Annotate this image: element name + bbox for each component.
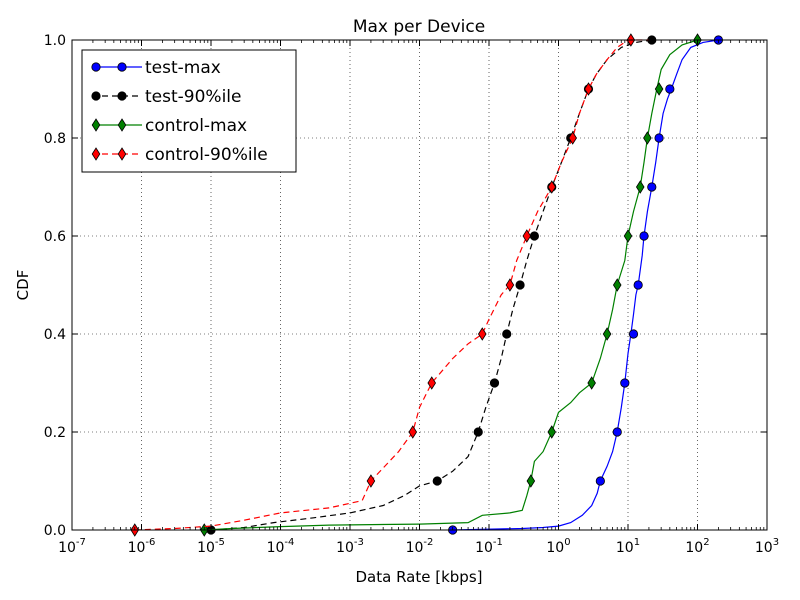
data-point-test-max bbox=[633, 280, 643, 290]
data-point-control-max bbox=[623, 229, 633, 243]
data-point-test-max bbox=[595, 476, 605, 486]
data-point-test-90-ile bbox=[529, 231, 539, 241]
series-line-control-90-ile bbox=[134, 39, 649, 531]
series-layer bbox=[130, 33, 724, 537]
legend-marker-control-max bbox=[117, 118, 127, 132]
data-point-control-90-ile bbox=[366, 474, 376, 488]
data-point-control-90-ile bbox=[584, 82, 593, 96]
legend-marker-test-90-ile bbox=[117, 91, 127, 101]
y-tick-label: 0.6 bbox=[44, 229, 66, 245]
y-axis-label: CDF bbox=[14, 270, 32, 301]
data-point-control-max bbox=[587, 376, 596, 390]
data-point-control-max bbox=[654, 82, 664, 96]
data-point-control-max bbox=[602, 327, 612, 341]
series-test-max bbox=[448, 35, 724, 535]
data-point-control-max bbox=[547, 425, 557, 439]
data-point-control-90-ile bbox=[522, 229, 532, 243]
data-point-test-90-ile bbox=[473, 427, 483, 437]
data-point-control-90-ile bbox=[505, 278, 515, 292]
data-point-control-90-ile bbox=[547, 180, 557, 194]
data-point-control-90-ile bbox=[477, 327, 487, 341]
legend-marker-test-max bbox=[117, 62, 127, 72]
data-point-control-max bbox=[526, 474, 536, 488]
y-tick-label: 1.0 bbox=[44, 33, 66, 49]
data-point-control-90-ile bbox=[427, 376, 437, 390]
data-point-test-max bbox=[665, 84, 675, 94]
data-point-test-max bbox=[639, 231, 649, 241]
x-axis-label: Data Rate [kbps] bbox=[356, 568, 483, 586]
data-point-test-max bbox=[620, 378, 630, 388]
y-tick-label: 0.2 bbox=[44, 425, 66, 441]
legend-label-test-max: test-max bbox=[145, 58, 221, 78]
data-point-test-90-ile bbox=[502, 329, 512, 339]
legend-marker-control-90-ile bbox=[117, 147, 127, 161]
data-point-test-max bbox=[647, 182, 657, 192]
series-control-max bbox=[199, 33, 702, 537]
data-point-control-max bbox=[635, 180, 645, 194]
series-control-90-ile bbox=[130, 33, 649, 537]
y-tick-label: 0.8 bbox=[44, 131, 66, 147]
data-point-control-90-ile bbox=[408, 425, 418, 439]
legend-marker-control-90-ile bbox=[91, 147, 101, 161]
legend-label-control-max: control-max bbox=[145, 116, 247, 136]
chart-title: Max per Device bbox=[353, 17, 485, 37]
data-point-test-90-ile bbox=[432, 476, 442, 486]
legend-label-test-90-ile: test-90%ile bbox=[145, 87, 241, 107]
legend: test-max test-90%ile control-max control-90… bbox=[81, 49, 297, 173]
data-point-control-max bbox=[612, 278, 622, 292]
series-line-control-max bbox=[204, 39, 698, 531]
data-point-test-max bbox=[612, 427, 622, 437]
y-tick-label: 0.4 bbox=[44, 327, 66, 343]
legend-label-control-90-ile: control-90%ile bbox=[145, 145, 268, 165]
legend-box bbox=[81, 49, 297, 173]
data-point-test-max bbox=[654, 133, 664, 143]
data-point-test-90-ile bbox=[515, 280, 525, 290]
data-point-control-90-ile bbox=[568, 131, 577, 145]
y-tick-label: 0.0 bbox=[44, 523, 66, 539]
data-point-control-max bbox=[643, 131, 652, 145]
data-point-test-max bbox=[628, 329, 639, 339]
data-point-test-90-ile bbox=[489, 378, 500, 388]
legend-marker-test-90-ile bbox=[91, 91, 101, 101]
grid bbox=[72, 40, 767, 530]
legend-marker-control-max bbox=[91, 118, 101, 132]
legend-marker-test-max bbox=[91, 62, 101, 72]
